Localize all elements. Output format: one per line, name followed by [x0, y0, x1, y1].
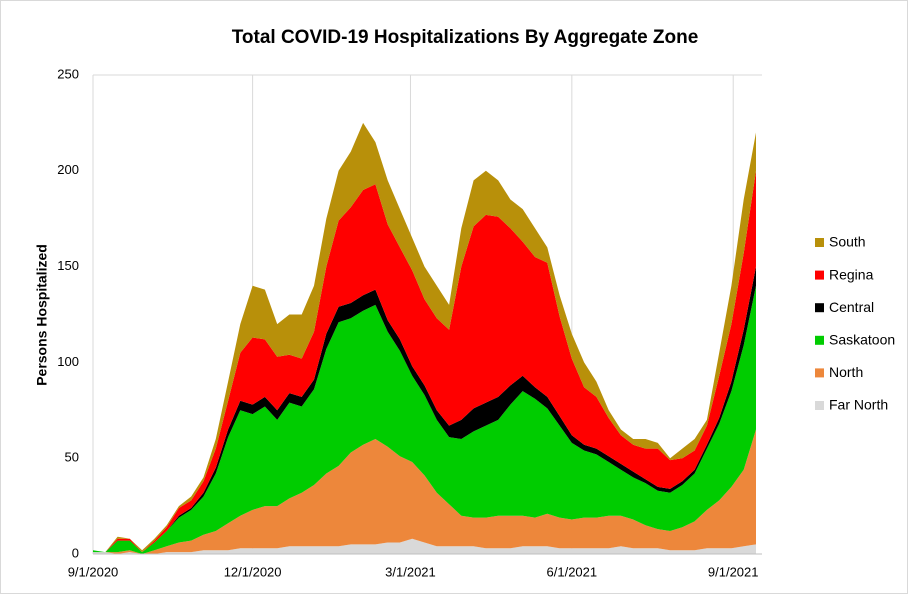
legend-swatch	[815, 368, 824, 378]
x-tick-label: 9/1/2020	[68, 564, 119, 579]
area	[93, 285, 756, 554]
legend-swatch	[815, 401, 824, 410]
legend-swatch	[815, 335, 824, 345]
legend-swatch	[815, 270, 824, 280]
y-tick-label: 100	[57, 354, 79, 369]
x-tick-label: 9/1/2021	[708, 564, 759, 579]
y-tick-label: 50	[65, 450, 79, 465]
x-tick-label: 12/1/2020	[224, 564, 282, 579]
area	[93, 429, 756, 554]
legend-label: Regina	[829, 266, 874, 282]
legend-label: North	[829, 364, 863, 380]
legend-label: South	[829, 234, 866, 250]
x-tick-label: 3/1/2021	[385, 564, 436, 579]
legend-label: Saskatoon	[829, 332, 895, 348]
legend-swatch	[815, 303, 824, 313]
y-tick-label: 0	[72, 545, 79, 560]
x-tick-label: 6/1/2021	[547, 564, 598, 579]
legend-label: Far North	[829, 397, 888, 413]
legend-swatch	[815, 238, 824, 247]
y-tick-label: 250	[57, 66, 79, 81]
area	[93, 170, 756, 553]
area	[93, 538, 756, 554]
legend-label: Central	[829, 299, 874, 315]
y-axis-label: Persons Hospitalized	[34, 244, 50, 386]
chart-title: Total COVID-19 Hospitalizations By Aggre…	[232, 27, 699, 48]
y-tick-label: 150	[57, 258, 79, 273]
y-tick-label: 200	[57, 162, 79, 177]
